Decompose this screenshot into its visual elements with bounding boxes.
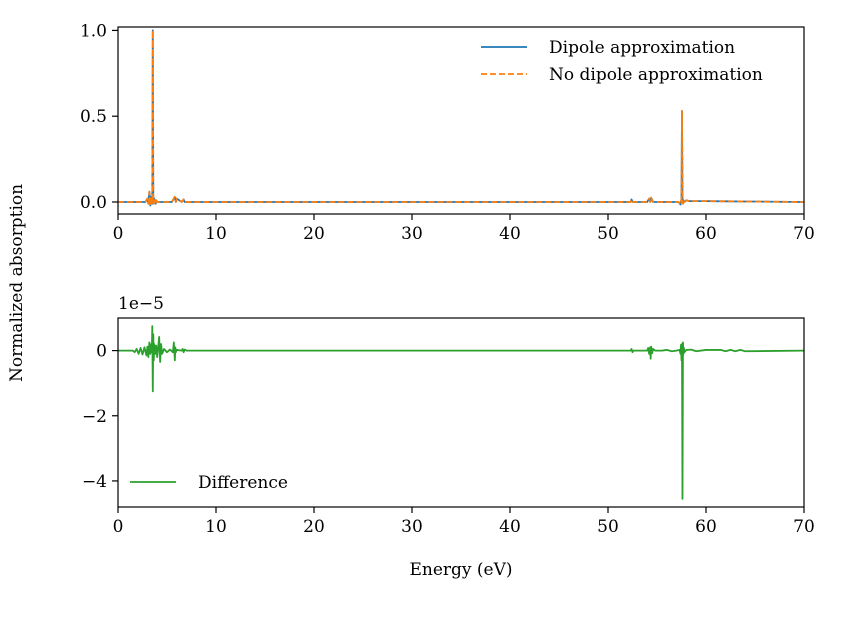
- top-axes-frame: [117, 26, 805, 215]
- top-xtick-label: 20: [303, 224, 325, 244]
- bottom-xtick-label: 60: [695, 517, 717, 537]
- bottom-ytick-label: −2: [82, 407, 107, 427]
- top-xtick-label: 60: [695, 224, 717, 244]
- top-ytick-label: 1.0: [80, 21, 107, 41]
- top-series-no-dipole-approximation: [118, 29, 804, 207]
- shared-y-axis-label: Normalized absorption: [7, 184, 27, 382]
- bottom-ytick-label: 0: [96, 342, 107, 362]
- bottom-xtick-label: 0: [113, 517, 124, 537]
- top-legend-label: Dipole approximation: [549, 38, 735, 58]
- top-legend-label: No dipole approximation: [549, 65, 763, 85]
- top-xtick-label: 0: [113, 224, 124, 244]
- bottom-xtick-label: 70: [793, 517, 815, 537]
- top-xtick-label: 10: [205, 224, 227, 244]
- top-legend: Dipole approximation No dipole approximat…: [481, 38, 763, 85]
- bottom-ytick-label: −4: [82, 472, 107, 492]
- top-xtick-label: 30: [401, 224, 423, 244]
- bottom-xtick-label: 30: [401, 517, 423, 537]
- top-xtick-label: 40: [499, 224, 521, 244]
- bottom-offset-label: 1e−5: [118, 294, 164, 314]
- bottom-xtick-label: 40: [499, 517, 521, 537]
- bottom-xtick-label: 10: [205, 517, 227, 537]
- bottom-series-difference: [118, 325, 804, 500]
- bottom-x-axis-label: Energy (eV): [409, 560, 512, 580]
- bottom-xtick-label: 20: [303, 517, 325, 537]
- top-ytick-label: 0.0: [80, 193, 107, 213]
- bottom-legend: Difference: [130, 473, 288, 493]
- top-xtick-label: 50: [597, 224, 619, 244]
- top-panel: 0 10 20 30 40 50 60 70 0.0 0.5 1.0 Dipole approxima…: [80, 21, 815, 244]
- top-xtick-label: 70: [793, 224, 815, 244]
- top-ytick-label: 0.5: [80, 107, 107, 127]
- bottom-panel: 0 10 20 30 40 50 60 70 0 −2 −4 Energy (eV) 1e−5 Diffe…: [82, 294, 815, 580]
- bottom-legend-label: Difference: [198, 473, 288, 493]
- bottom-xtick-label: 50: [597, 517, 619, 537]
- bottom-axes-frame: [117, 317, 805, 508]
